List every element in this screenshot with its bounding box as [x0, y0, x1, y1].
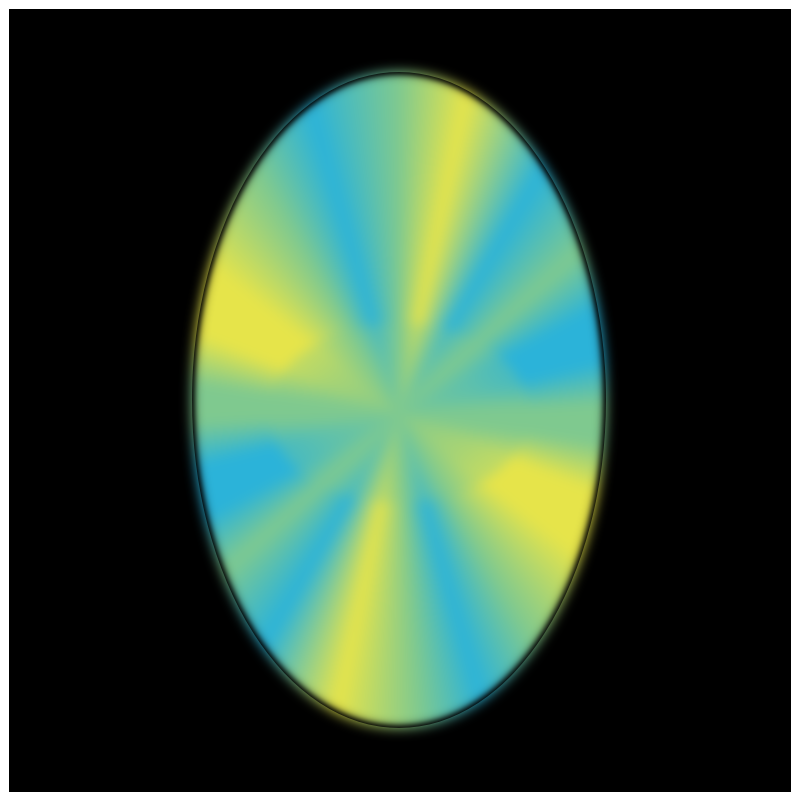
image-frame	[9, 9, 791, 792]
ellipse-pattern	[192, 72, 606, 728]
center-green-region	[269, 323, 529, 504]
